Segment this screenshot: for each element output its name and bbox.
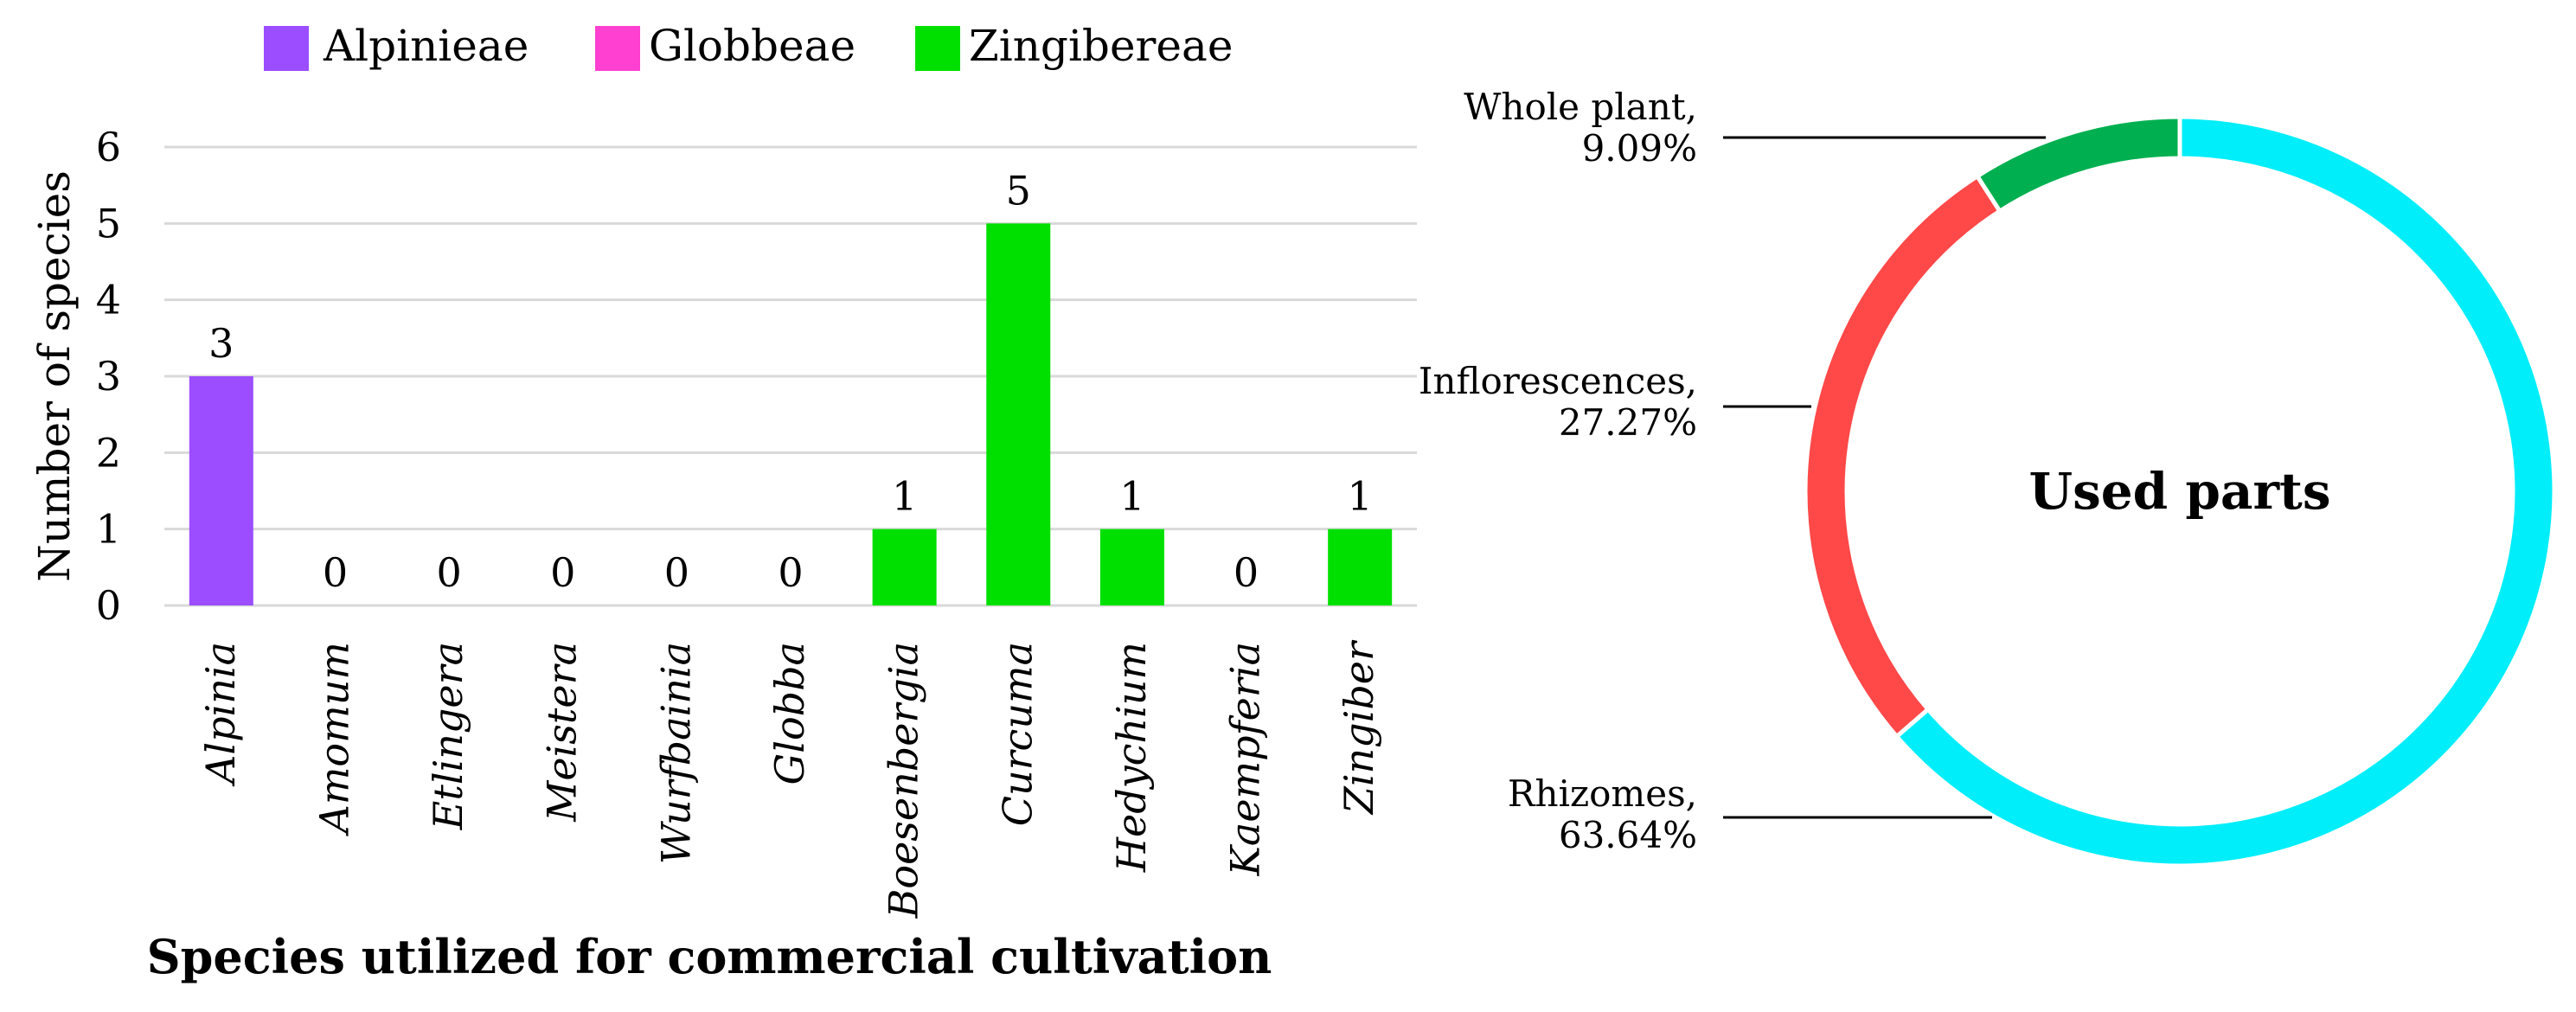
- y-tick-labels: 0 1 2 3 4 5 6: [96, 124, 121, 629]
- x-tick-wurfbainia: Wurfbainia: [652, 642, 699, 864]
- x-tick-labels: Alpinia Amomum Etlingera Meistera Wurfbainia…: [197, 639, 1382, 919]
- legend-label-globbeae: Globbeae: [649, 21, 855, 71]
- data-label-curcuma: 5: [1006, 167, 1031, 214]
- data-label-zingiber: 1: [1348, 473, 1373, 520]
- data-label-globba: 0: [778, 549, 803, 596]
- legend-swatch-alpinieae: [264, 26, 309, 71]
- bar-zingiber: [1328, 528, 1393, 605]
- y-tick-4: 4: [96, 277, 121, 323]
- y-tick-3: 3: [96, 353, 121, 400]
- donut-center-label: Used parts: [2028, 462, 2330, 521]
- y-tick-5: 5: [96, 200, 121, 247]
- bar-hedychium: [1099, 528, 1164, 605]
- x-axis-title: Species utilized for commercial cultivat…: [147, 929, 1272, 984]
- y-gridlines: [164, 145, 1417, 607]
- x-tick-etlingera: Etlingera: [425, 642, 471, 830]
- y-axis-title: Number of species: [29, 170, 80, 582]
- legend-label-alpinieae: Alpinieae: [323, 21, 529, 71]
- x-tick-hedychium: Hedychium: [1108, 642, 1155, 873]
- slice-label-whole-plant: Whole plant, 9.09%: [1464, 86, 2046, 170]
- data-label-wurfbainia: 0: [664, 549, 689, 596]
- legend-label-zingibereae: Zingibereae: [969, 21, 1233, 71]
- data-label-kaempferia: 0: [1234, 549, 1259, 596]
- data-label-amomum: 0: [323, 549, 348, 596]
- data-label-hedychium: 1: [1119, 473, 1144, 520]
- y-tick-2: 2: [96, 429, 121, 476]
- data-label-boesenbergia: 1: [892, 473, 917, 520]
- legend-swatch-zingibereae: [915, 26, 960, 71]
- y-tick-1: 1: [96, 506, 121, 553]
- donut-slices: [1803, 114, 2557, 868]
- x-tick-meistera: Meistera: [539, 642, 586, 823]
- slice-pct-whole-plant: 9.09%: [1582, 127, 1697, 170]
- data-label-meistera: 0: [550, 549, 575, 596]
- data-label-etlingera: 0: [436, 549, 461, 596]
- x-tick-globba: Globba: [766, 642, 813, 785]
- x-tick-kaempferia: Kaempferia: [1222, 642, 1269, 876]
- donut-chart: Whole plant, 9.09% Inflorescences, 27.27…: [1419, 86, 2557, 868]
- slice-pct-inflorescences: 27.27%: [1559, 401, 1697, 444]
- bar-boesenbergia: [872, 528, 937, 605]
- bar-alpinia: [189, 376, 253, 605]
- data-labels: 3 0 0 0 0 0 1 5 1 0 1: [208, 167, 1373, 596]
- slice-label-rhizomes: Rhizomes, 63.64%: [1508, 772, 1992, 856]
- y-tick-0: 0: [96, 582, 121, 629]
- slice-pct-rhizomes: 63.64%: [1559, 814, 1697, 856]
- bars: [189, 223, 1393, 605]
- x-tick-alpinia: Alpinia: [197, 642, 244, 787]
- slice-name-inflorescences: Inflorescences,: [1419, 360, 1697, 402]
- x-tick-boesenbergia: Boesenbergia: [881, 642, 927, 919]
- slice-whole-plant: [1974, 114, 2182, 215]
- legend-swatch-globbeae: [595, 26, 640, 71]
- slice-inflorescences: [1803, 173, 2003, 740]
- x-tick-zingiber: Zingiber: [1336, 639, 1382, 816]
- data-label-alpinia: 3: [208, 320, 234, 367]
- slice-label-inflorescences: Inflorescences, 27.27%: [1419, 360, 1811, 444]
- x-tick-amomum: Amomum: [311, 642, 357, 836]
- slice-rhizomes: [1894, 114, 2557, 868]
- y-tick-6: 6: [96, 124, 121, 170]
- bar-chart: Alpinieae Globbeae Zingibereae 0 1 2 3 4 5 6 3…: [29, 21, 1417, 984]
- slice-name-rhizomes: Rhizomes,: [1508, 772, 1697, 815]
- x-tick-curcuma: Curcuma: [994, 642, 1041, 826]
- slice-name-whole-plant: Whole plant,: [1464, 86, 1697, 128]
- legend: Alpinieae Globbeae Zingibereae: [264, 21, 1233, 71]
- bar-curcuma: [986, 223, 1051, 605]
